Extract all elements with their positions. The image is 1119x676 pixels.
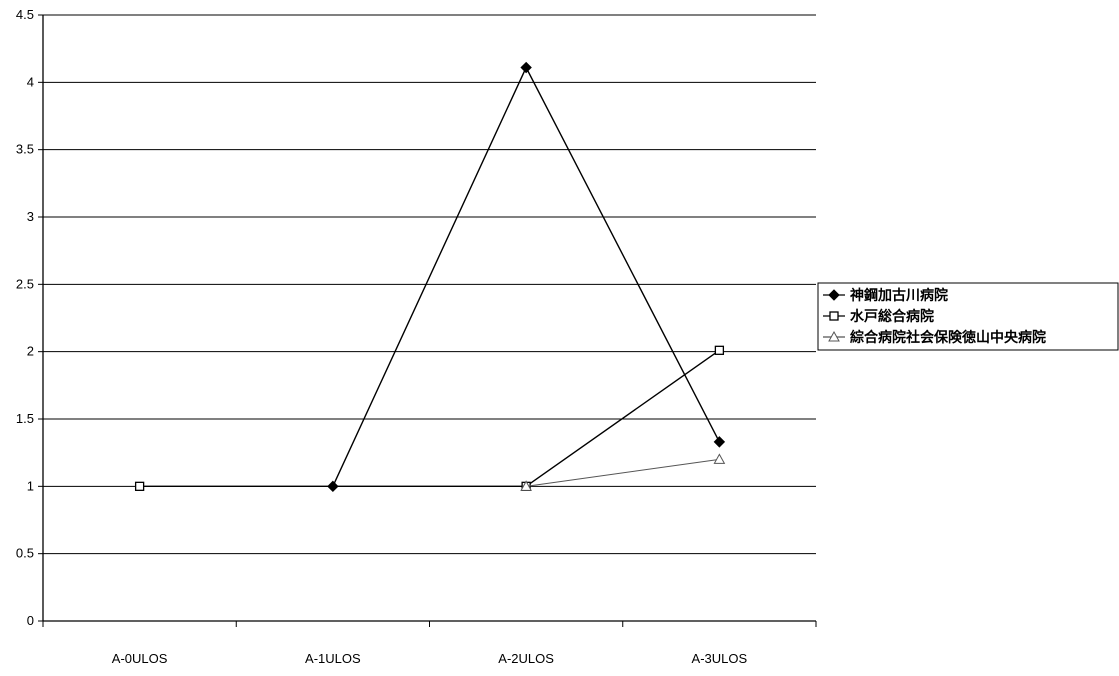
y-tick-label: 2.5 [16,276,34,291]
data-point [714,345,725,355]
series-line-2 [526,458,720,487]
x-tick-label: A-2ULOS [498,651,554,666]
x-tick-label: A-1ULOS [305,651,361,666]
legend-box [817,282,1119,351]
legend-label: 綜合病院社会保険徳山中央病院 [850,329,1046,345]
y-tick-label: 0 [27,613,34,628]
data-point [713,436,726,448]
y-tick-label: 4 [27,74,34,89]
y-tick-label: 0.5 [16,546,34,561]
legend-label: 水戸総合病院 [850,308,934,324]
y-tick-label: 1.5 [16,411,34,426]
x-tick-label: A-0ULOS [112,651,168,666]
axes: 0 0.5 1 1.5 2 2.5 3 3.5 4 4.5 A-0ULOS A-1ULOS A-2ULO… [16,7,817,666]
data-point [134,481,145,491]
data-point [520,61,532,74]
legend-label: 神鋼加古川病院 [850,287,948,303]
y-tick-label: 1 [27,478,34,493]
grid-lines [43,14,816,555]
series-line-0 [332,65,720,487]
y-tick-label: 4.5 [16,7,34,22]
legend-marker [828,330,840,342]
y-tick-label: 3.5 [16,142,34,157]
legend-marker [829,311,839,321]
x-tick-label: A-3ULOS [692,651,748,666]
legend-marker [828,289,840,301]
y-tick-label: 2 [27,344,34,359]
data-point [520,480,532,491]
series-line-1 [139,349,720,488]
data-point [713,453,726,464]
series-lines [134,61,726,493]
y-tick-label: 3 [27,209,34,224]
